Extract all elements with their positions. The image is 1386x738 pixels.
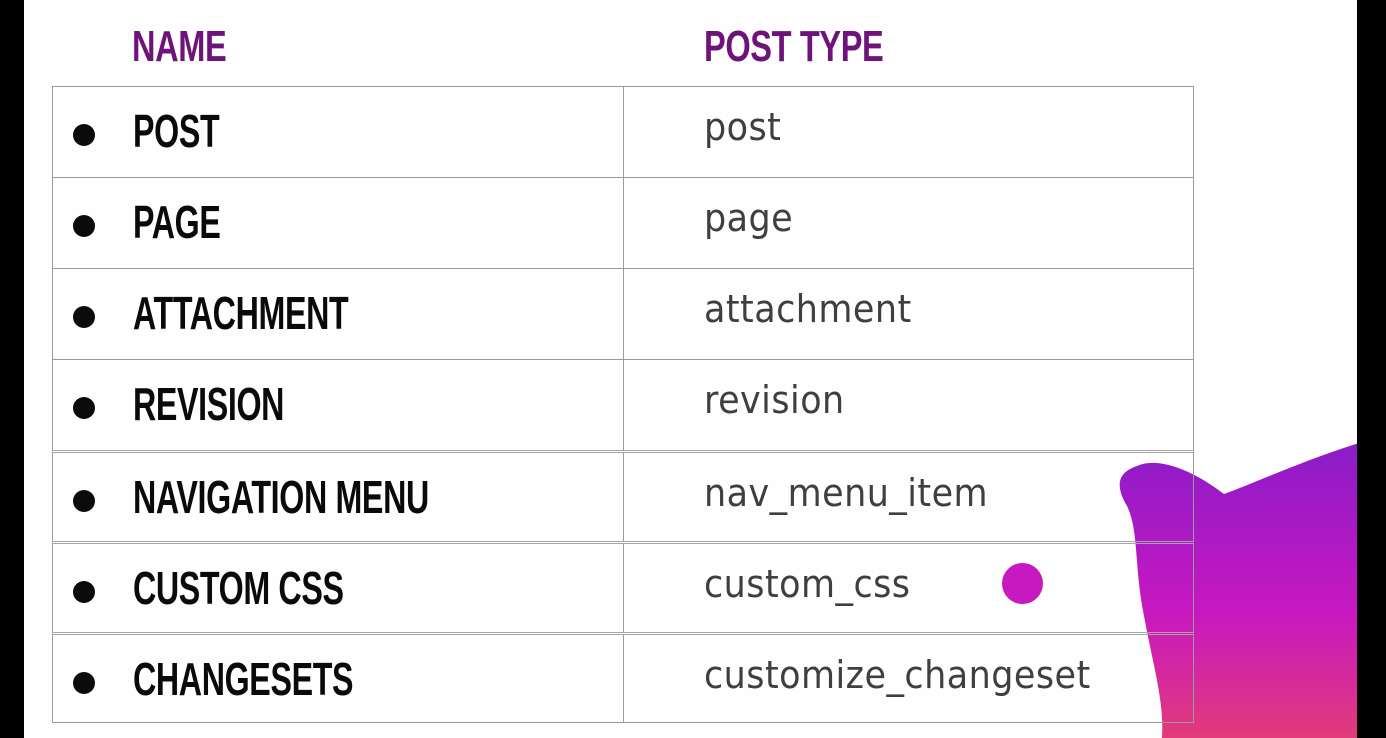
- table-row: PAGE page: [52, 177, 1194, 268]
- bullet-icon: [73, 397, 95, 419]
- row-post-type: customize_changeset: [704, 653, 1091, 697]
- row-name: ATTACHMENT: [133, 287, 349, 339]
- table-row: POST post: [52, 86, 1194, 177]
- column-divider: [623, 87, 624, 177]
- bullet-icon: [73, 306, 95, 328]
- decorative-cat-shape: [1119, 443, 1357, 738]
- table-row: CHANGESETS customize_changeset: [52, 632, 1194, 723]
- column-header-post-type: POST TYPE: [704, 22, 884, 71]
- row-post-type: nav_menu_item: [704, 471, 989, 515]
- bullet-icon: [73, 490, 95, 512]
- bullet-icon: [73, 124, 95, 146]
- row-post-type: custom_css: [704, 562, 911, 606]
- bullet-icon: [73, 672, 95, 694]
- row-name: NAVIGATION MENU: [133, 471, 429, 523]
- column-divider: [623, 635, 624, 722]
- column-divider: [623, 269, 624, 359]
- row-name: PAGE: [133, 196, 221, 248]
- table-row: NAVIGATION MENU nav_menu_item: [52, 450, 1194, 541]
- bullet-icon: [73, 581, 95, 603]
- bullet-icon: [73, 215, 95, 237]
- row-name: REVISION: [133, 378, 285, 430]
- column-divider: [623, 544, 624, 632]
- column-divider: [623, 178, 624, 268]
- row-post-type: page: [704, 196, 794, 240]
- row-name: CHANGESETS: [133, 653, 354, 705]
- decorative-dot: [1002, 563, 1043, 604]
- column-divider: [623, 453, 624, 541]
- column-divider: [623, 360, 624, 450]
- table-row: REVISION revision: [52, 359, 1194, 450]
- table-header: NAME POST TYPE: [24, 18, 1357, 78]
- row-name: CUSTOM CSS: [133, 562, 344, 614]
- column-header-name: NAME: [132, 22, 227, 71]
- table-row: ATTACHMENT attachment: [52, 268, 1194, 359]
- post-types-table: POST post PAGE page ATTACHMENT attachmen…: [52, 86, 1194, 723]
- row-post-type: attachment: [704, 287, 912, 331]
- row-name: POST: [133, 105, 220, 157]
- slide: NAME POST TYPE POST post PAGE page ATTAC…: [24, 0, 1357, 738]
- table-row: CUSTOM CSS custom_css: [52, 541, 1194, 632]
- row-post-type: revision: [704, 378, 845, 422]
- row-post-type: post: [704, 105, 782, 149]
